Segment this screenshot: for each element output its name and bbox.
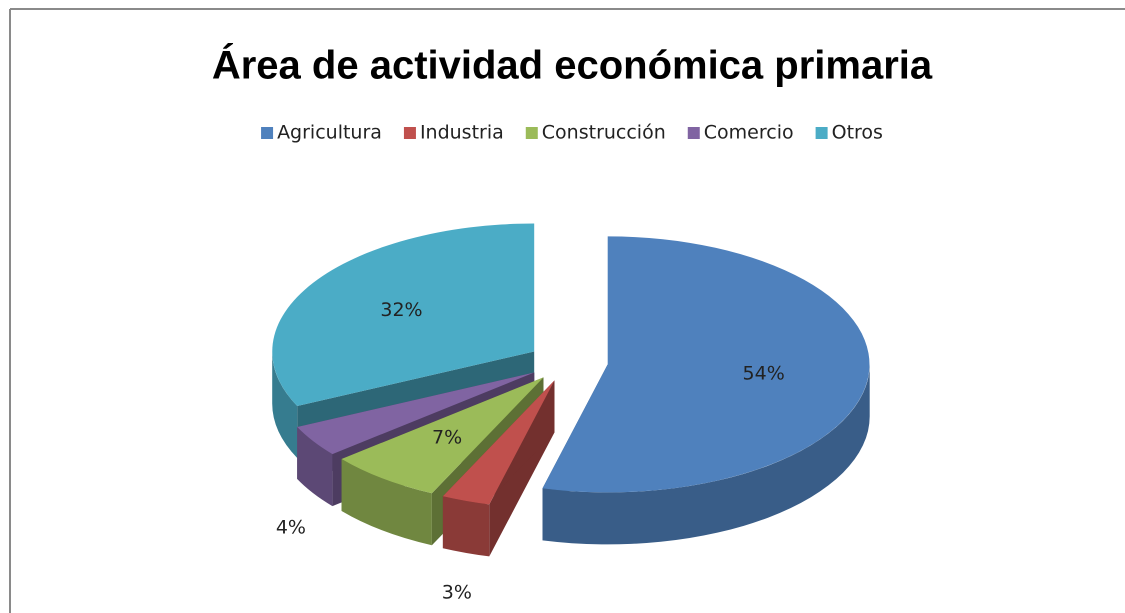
data-label: 32%	[380, 299, 422, 321]
legend-swatch	[815, 127, 828, 139]
slice-wall	[542, 364, 870, 545]
slice	[272, 223, 535, 406]
legend-label: Otros	[832, 122, 883, 144]
legend-label: Construcción	[542, 122, 666, 144]
legend-swatch	[687, 127, 700, 139]
data-label: 3%	[442, 581, 472, 603]
pie-tops	[272, 223, 870, 505]
slice	[442, 380, 555, 505]
slice-side	[297, 372, 535, 479]
slice-wall	[341, 459, 432, 546]
data-label: 7%	[432, 427, 462, 449]
slice-wall	[297, 427, 333, 507]
legend-label: Agricultura	[277, 122, 382, 144]
legend-label: Industria	[420, 122, 504, 144]
slice	[542, 236, 870, 493]
data-labels: 54% 3% 7% 4% 32%	[276, 299, 785, 603]
data-label: 54%	[743, 363, 785, 385]
chart-title: Área de actividad económica primaria	[212, 43, 933, 88]
legend-swatch	[403, 127, 416, 139]
legend-swatch	[261, 127, 274, 139]
slice	[297, 372, 535, 455]
legend-swatch	[525, 127, 538, 139]
data-label: 4%	[276, 516, 306, 538]
slice-wall	[442, 496, 490, 557]
slice-wall	[272, 351, 298, 458]
legend: Agricultura Industria Construcción Comercio…	[261, 122, 883, 144]
legend-label: Comercio	[704, 122, 794, 144]
slice	[341, 377, 544, 494]
